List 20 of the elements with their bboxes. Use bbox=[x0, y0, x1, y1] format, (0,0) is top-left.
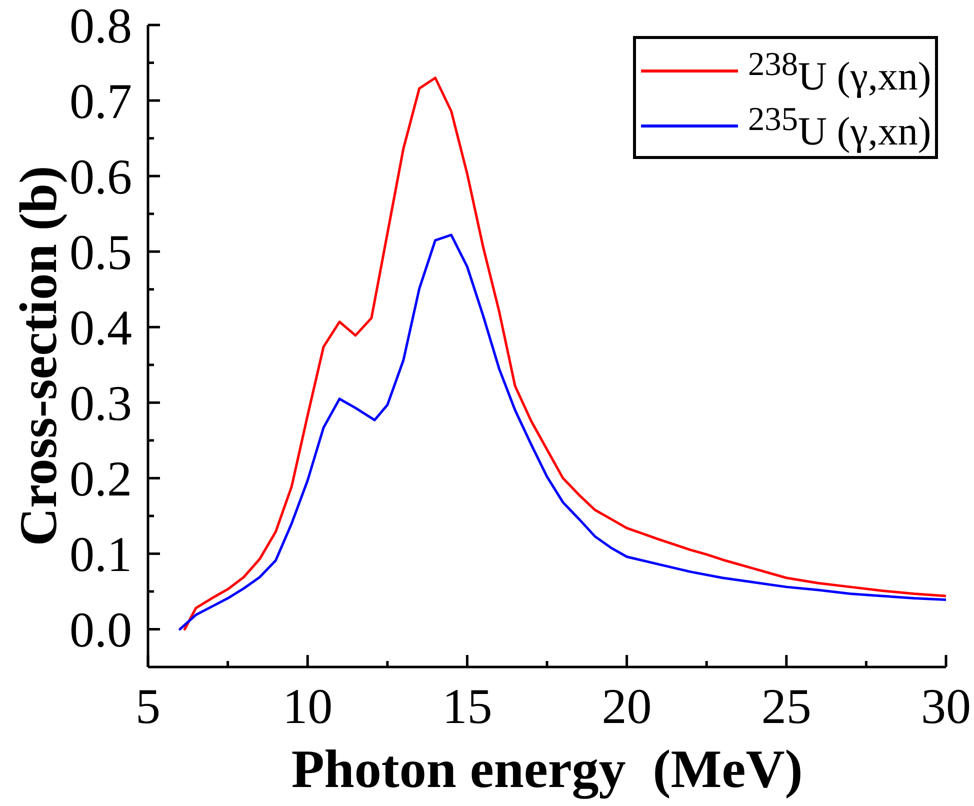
x-tick-label: 10 bbox=[282, 678, 333, 734]
y-tick-label: 0.0 bbox=[70, 602, 132, 658]
x-axis-title: Photon energy (MeV) bbox=[291, 739, 803, 799]
y-tick-label: 0.6 bbox=[70, 148, 132, 205]
x-tick-label: 5 bbox=[136, 678, 160, 734]
y-tick-label: 0.4 bbox=[70, 300, 132, 356]
x-tick-label: 30 bbox=[921, 678, 971, 734]
y-tick-label: 0.1 bbox=[70, 526, 132, 582]
y-axis-title: Cross-section (b) bbox=[10, 166, 68, 546]
legend-label: $^{238}$U (γ,xn) bbox=[748, 44, 932, 100]
y-tick-label: 0.8 bbox=[70, 0, 132, 54]
y-tick-label: 0.3 bbox=[70, 375, 132, 432]
y-tick-label: 0.7 bbox=[70, 73, 132, 130]
line-series bbox=[178, 234, 946, 630]
y-tick-label: 0.2 bbox=[70, 450, 132, 507]
x-tick-label: 20 bbox=[602, 678, 652, 734]
legend-label: $^{235}$U (γ,xn) bbox=[748, 100, 932, 154]
x-tick-label: 15 bbox=[442, 678, 492, 734]
x-tick-label: 25 bbox=[761, 678, 812, 734]
y-tick-label: 0.5 bbox=[70, 224, 132, 280]
